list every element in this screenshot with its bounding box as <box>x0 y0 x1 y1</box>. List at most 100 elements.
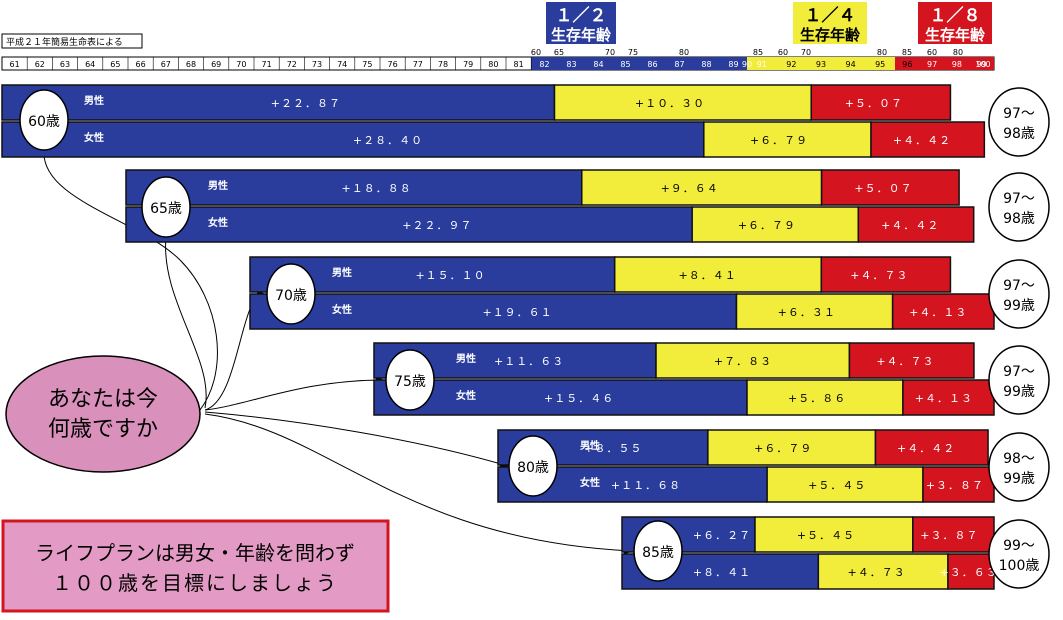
value-label: +５．８６ <box>788 392 846 405</box>
header-fraction-half: １／２ <box>556 5 607 26</box>
scale-tick: 65 <box>110 60 120 69</box>
value-label: +８．５５ <box>584 442 642 455</box>
age-circle <box>141 176 191 238</box>
scale-marker-label: 60 <box>927 48 937 57</box>
source-note-box <box>1 33 143 49</box>
scale-tick: 90 <box>742 60 752 69</box>
value-label: +４．４２ <box>881 219 939 232</box>
bar-eighth <box>820 256 952 293</box>
sex-label: 女性 <box>332 303 352 316</box>
scale-tick: 79 <box>463 60 473 69</box>
bar-half <box>373 379 748 416</box>
scale-tick: 66 <box>136 60 146 69</box>
bar-half <box>1 84 556 121</box>
value-label: +６．７９ <box>754 442 812 455</box>
scale-tick: 96 <box>902 60 912 69</box>
scale-tick: 63 <box>60 60 70 69</box>
scale-tick: 92 <box>786 60 796 69</box>
connector-arrow <box>204 413 633 552</box>
header-box-eighth <box>918 2 992 44</box>
value-label: +７．８３ <box>714 355 772 368</box>
bar-quarter <box>703 121 872 158</box>
scale-tick: 69 <box>211 60 221 69</box>
value-label: +４．７３ <box>848 566 906 579</box>
range-label-top: 99〜 <box>1003 538 1035 554</box>
slogan-line-1: ライフプランは男女・年齢を問わず <box>35 541 355 565</box>
value-label: +８．４１ <box>679 269 737 282</box>
scale-tick: 83 <box>566 60 576 69</box>
scale-tick: 75 <box>362 60 372 69</box>
scale-tick: 95 <box>875 60 885 69</box>
value-label: +３．８７ <box>920 529 978 542</box>
scale-tick: 70 <box>236 60 246 69</box>
value-label: +１１．６３ <box>494 355 564 368</box>
value-label: +６．２７ <box>693 529 751 542</box>
bar-group-80歳: +８．５５ +６．７９ +４．４２ 男性 +１１．６８ +５．４５ +３．８７ 女性 <box>497 429 995 503</box>
scale-tick: 78 <box>438 60 448 69</box>
value-label: +４．４２ <box>897 442 955 455</box>
age-circle <box>19 89 69 151</box>
range-ellipse <box>988 432 1050 502</box>
sex-label: 男性 <box>332 266 352 279</box>
scale-tick: 99 <box>977 60 987 69</box>
scale-marker-label: 60 <box>531 48 541 57</box>
scale-tick: 71 <box>262 60 272 69</box>
value-label: +４．１３ <box>915 392 973 405</box>
overlay-layer: 60歳 97〜 98歳 65歳 97〜 98歳 70歳 97〜 99歳 75歳 97〜 99歳 80歳 9… <box>1 87 1050 613</box>
value-label: +５．０７ <box>854 182 912 195</box>
age-label: 70歳 <box>275 288 307 304</box>
sex-label: 男性 <box>456 352 476 365</box>
range-label-top: 97〜 <box>1003 106 1035 122</box>
range-label-bottom: 98歳 <box>1003 211 1035 227</box>
value-label: +１５．４６ <box>544 392 614 405</box>
scale-tick: 85 <box>620 60 630 69</box>
scale-band-eighth <box>895 57 994 70</box>
range-label-top: 97〜 <box>1003 364 1035 380</box>
scale-marker-label: 70 <box>801 48 811 57</box>
scale-tick: 82 <box>539 60 549 69</box>
scale-tick: 86 <box>647 60 657 69</box>
value-label: +１９．６１ <box>482 306 552 319</box>
value-label: +１８．８８ <box>342 182 412 195</box>
scale-marker-label: 85 <box>753 48 763 57</box>
scale-tick: 76 <box>388 60 398 69</box>
scale-marker-label: 80 <box>953 48 963 57</box>
bar-eighth <box>810 84 952 121</box>
bar-quarter <box>766 466 924 503</box>
scale-marker-label: 60 <box>778 48 788 57</box>
value-label: +２２．８７ <box>271 97 341 110</box>
connector-arrow <box>204 379 385 411</box>
scale-tick: 100 <box>975 60 990 69</box>
scale-marker-label: 65 <box>554 48 564 57</box>
range-ellipse <box>988 519 1050 589</box>
age-circle <box>508 435 558 497</box>
scale-tick: 67 <box>161 60 171 69</box>
scale-tick: 87 <box>674 60 684 69</box>
connector-arrow <box>43 149 218 411</box>
header-label-half: 生存年齢 <box>551 26 612 44</box>
value-label: +５．０７ <box>845 97 903 110</box>
scale-tick: 89 <box>728 60 738 69</box>
header-label-quarter: 生存年齢 <box>800 26 861 44</box>
sex-label: 男性 <box>84 94 104 107</box>
value-label: +６．７９ <box>750 134 808 147</box>
value-label: +２２．９７ <box>402 219 472 232</box>
value-label: +９．６４ <box>661 182 719 195</box>
scale-tick: 81 <box>514 60 524 69</box>
range-label-top: 97〜 <box>1003 191 1035 207</box>
bar-quarter <box>691 206 860 243</box>
bar-half <box>249 293 738 330</box>
bar-eighth <box>870 121 986 158</box>
age-circle <box>266 263 316 325</box>
slogan-box <box>1 519 390 613</box>
header-fraction-quarter: １／４ <box>805 5 856 26</box>
scale-tick: 74 <box>337 60 347 69</box>
question-text-1: あなたは今 <box>48 387 158 412</box>
scale-marker-label: 85 <box>902 48 912 57</box>
scale-tick: 94 <box>846 60 856 69</box>
sex-label: 女性 <box>208 216 228 229</box>
range-ellipse <box>988 87 1050 157</box>
bar-half <box>1 121 705 158</box>
